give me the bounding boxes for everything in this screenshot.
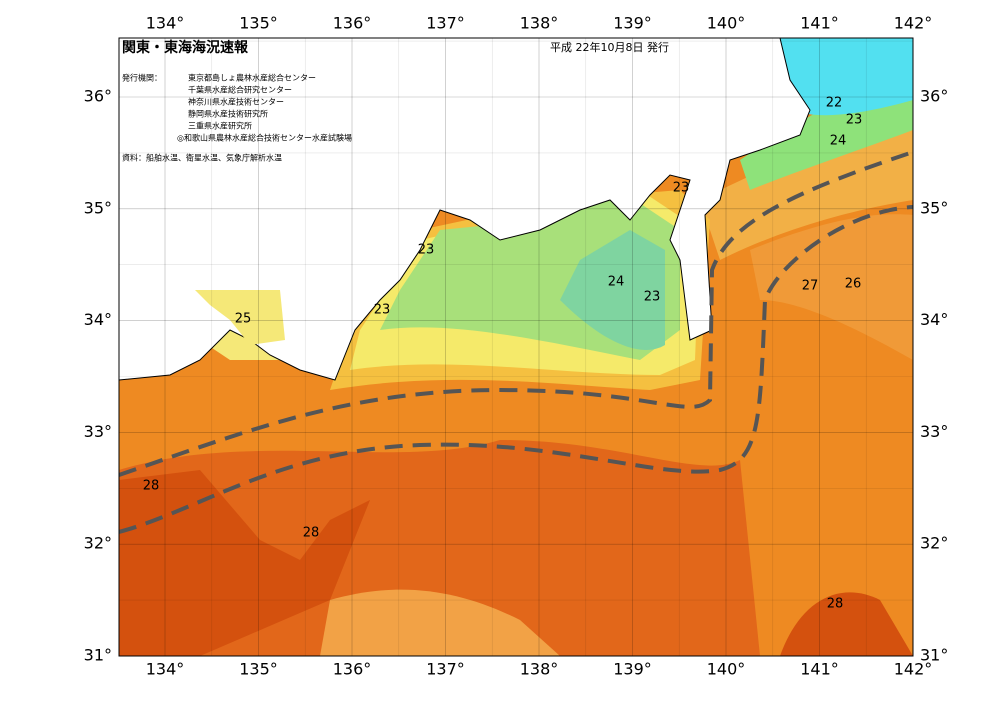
longitude-label: 139°	[613, 660, 652, 679]
kuroshio-edge	[119, 205, 913, 534]
info-block: 関東・東海海況速報 平成 22年10月8日 発行 発行機関： 東京都島しょ農林水…	[122, 39, 669, 163]
contour-labels: 22 23 24 23 23 24 23 23 25 28 28 27 26 2…	[143, 96, 863, 612]
agency: 三重県水産研究所	[188, 121, 252, 131]
band-21	[780, 38, 913, 116]
longitude-label: 136°	[333, 14, 372, 33]
longitude-label: 140°	[707, 660, 746, 679]
agency: 神奈川県水産技術センター	[188, 97, 284, 107]
latitude-label: 31°	[920, 646, 948, 665]
data-source: 資料：船舶水温、衛星水温、気象庁解析水温	[122, 153, 282, 163]
grid	[119, 38, 913, 656]
longitude-label: 135°	[239, 660, 278, 679]
contour-label: 23	[374, 303, 391, 318]
longitude-label: 138°	[520, 14, 559, 33]
map-frame	[118, 37, 914, 657]
band-22	[560, 230, 665, 350]
longitude-label: 142°	[894, 660, 933, 679]
longitude-label: 138°	[520, 660, 559, 679]
agency: 静岡県水産技術研究所	[188, 109, 268, 119]
contour-label: 25	[235, 312, 252, 327]
contour-label: 23	[418, 243, 435, 258]
longitude-label: 140°	[707, 14, 746, 33]
latitude-label: 32°	[84, 534, 112, 553]
latitude-label: 32°	[920, 534, 948, 553]
contour-label: 24	[830, 134, 847, 149]
publisher-label: 発行機関：	[122, 73, 162, 83]
latitude-label: 31°	[84, 646, 112, 665]
title: 関東・東海海況速報	[122, 39, 249, 56]
contour-label: 28	[827, 597, 844, 612]
contour-label: 23	[846, 113, 863, 128]
kuroshio-edge	[119, 150, 913, 477]
contour-label: 23	[644, 290, 661, 305]
longitude-label: 141°	[800, 14, 839, 33]
cool-patch	[750, 214, 913, 360]
longitude-label: 136°	[333, 660, 372, 679]
issue-date: 平成 22年10月8日 発行	[550, 40, 669, 54]
longitude-label: 142°	[894, 14, 933, 33]
longitude-label: 137°	[426, 14, 465, 33]
land	[119, 38, 811, 381]
cool-patch	[320, 589, 560, 656]
map-area: 22 23 24 23 23 24 23 23 25 28 28 27 26 2…	[119, 38, 913, 656]
latitude-label: 33°	[920, 422, 948, 441]
contour-label: 28	[143, 479, 160, 494]
agency: 千葉県水産総合研究センター	[188, 85, 292, 95]
longitude-label: 141°	[800, 660, 839, 679]
contour-label: 26	[845, 277, 862, 292]
latitude-label: 34°	[84, 310, 112, 329]
warm-core	[780, 592, 913, 656]
contour-label: 28	[303, 526, 320, 541]
latitude-label: 36°	[920, 87, 948, 106]
contour-label: 27	[802, 279, 819, 294]
latitude-label: 34°	[920, 310, 948, 329]
agency: 東京都島しょ農林水産総合センター	[188, 73, 316, 83]
longitude-label: 134°	[146, 660, 185, 679]
axes: 134° 134° 135° 135° 136° 136° 137° 137° 138° 138°…	[84, 14, 949, 679]
latitude-label: 33°	[84, 422, 112, 441]
latitude-label: 36°	[84, 87, 112, 106]
contour-label: 23	[673, 181, 690, 196]
latitude-label: 35°	[84, 198, 112, 217]
longitude-label: 139°	[613, 14, 652, 33]
longitude-label: 135°	[239, 14, 278, 33]
agency: ◎和歌山県農林水産総合技術センター水産試験場	[177, 133, 352, 143]
contour-label: 22	[826, 96, 843, 111]
latitude-label: 35°	[920, 198, 948, 217]
warm-core	[119, 470, 370, 656]
contour-label: 24	[608, 275, 625, 290]
longitude-label: 134°	[146, 14, 185, 33]
longitude-label: 137°	[426, 660, 465, 679]
bay	[195, 290, 285, 345]
